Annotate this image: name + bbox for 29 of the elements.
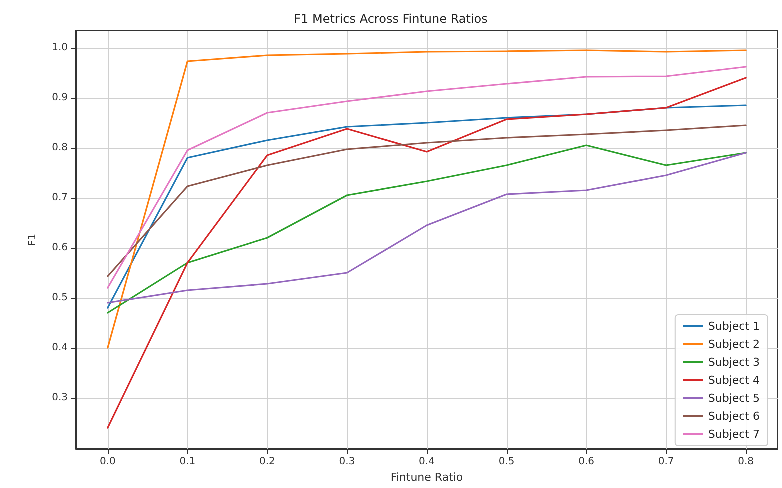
line-series	[107, 124, 747, 278]
x-tick-label: 0.8	[738, 456, 754, 468]
x-tick-label: 0.3	[339, 456, 356, 468]
x-tick-label: 0.1	[180, 456, 196, 468]
chart-title: F1 Metrics Across Fintune Ratios	[294, 12, 488, 26]
y-tick-label: 0.4	[52, 342, 68, 354]
x-tick-label: 0.4	[419, 456, 435, 468]
y-tick-label: 0.3	[52, 392, 68, 404]
x-axis-title: Fintune Ratio	[390, 470, 464, 484]
legend-label: Subject 2	[708, 338, 760, 351]
y-axis-title: F1	[28, 234, 38, 246]
legend-label: Subject 7	[708, 428, 760, 441]
legend-label: Subject 5	[708, 392, 760, 405]
legend-label: Subject 1	[708, 320, 760, 333]
y-tick-label: 0.8	[52, 142, 68, 154]
x-tick-label: 0.0	[100, 456, 116, 468]
x-tick-label: 0.7	[658, 456, 674, 468]
legend-label: Subject 6	[708, 410, 760, 423]
y-tick-label: 0.7	[52, 192, 68, 204]
y-tick-label: 0.9	[52, 92, 68, 104]
x-tick-label: 0.5	[498, 456, 515, 468]
legend-label: Subject 3	[708, 356, 760, 369]
x-tick-label: 0.6	[578, 456, 594, 468]
legend-label: Subject 4	[708, 374, 760, 387]
y-tick-label: 1.0	[52, 42, 68, 54]
y-tick-label: 0.6	[52, 242, 68, 254]
x-tick-label: 0.2	[260, 456, 276, 468]
line-series	[107, 66, 747, 289]
y-tick-label: 0.5	[52, 292, 68, 304]
